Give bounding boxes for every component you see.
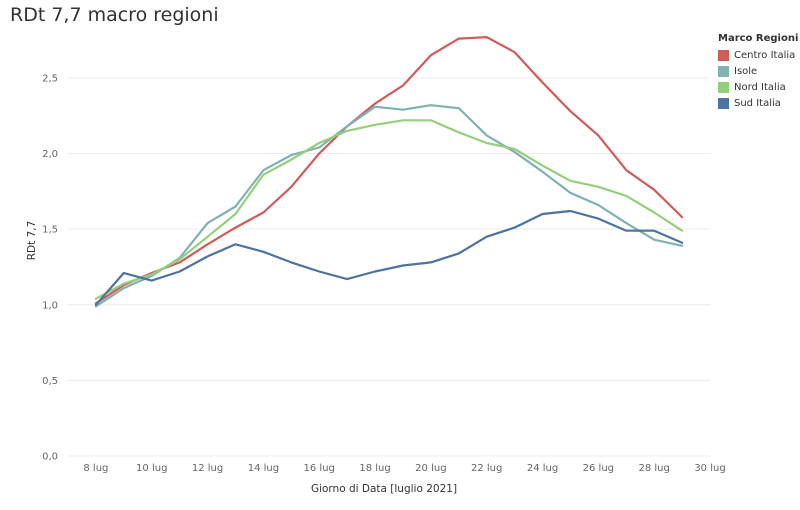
x-tick-label: 20 lug [415,463,446,474]
legend-item-nord[interactable]: Nord Italia [718,79,798,95]
x-tick-label: 30 lug [694,463,725,474]
x-tick-label: 12 lug [192,463,223,474]
x-axis: 8 lug 10 lug 12 lug 14 lug 16 lug 18 lug 20 lu… [83,463,725,474]
legend-label: Isole [734,65,758,77]
series-line-nord-italia[interactable] [94,119,684,300]
series-line-centro-italia[interactable] [94,35,684,305]
x-tick-label: 24 lug [527,463,558,474]
legend-swatch [718,97,729,109]
y-tick-label: 1,0 [42,300,58,311]
y-tick-label: 0,0 [42,452,58,463]
x-tick-label: 26 lug [583,463,614,474]
x-tick-label: 22 lug [471,463,502,474]
grid [68,77,710,457]
x-axis-title: Giorno di Data [luglio 2021] [311,483,457,495]
series-line-sud-italia[interactable] [94,209,684,306]
chart-title: RDt 7,7 macro regioni [10,4,219,26]
x-tick-label: 18 lug [359,463,390,474]
y-tick-label: 1,5 [42,225,58,236]
x-tick-label: 14 lug [248,463,279,474]
legend-swatch [718,49,729,61]
y-tick-label: 0,5 [42,376,58,387]
legend-label: Sud Italia [734,97,781,109]
legend-swatch [718,65,729,77]
legend-title: Marco Regioni [718,33,799,44]
x-tick-label: 8 lug [83,463,108,474]
legend-item-sud[interactable]: Sud Italia [718,95,798,111]
y-axis-title: RDt 7,7 [26,221,38,261]
y-tick-label: 2,5 [42,73,58,84]
x-tick-label: 28 lug [638,463,669,474]
x-tick-label: 16 lug [304,463,335,474]
legend-label: Nord Italia [734,81,786,93]
legend: Marco Regioni Centro Italia Isole Nord I… [718,33,798,111]
x-tick-label: 10 lug [136,463,167,474]
y-axis: 0,0 0,5 1,0 1,5 2,0 2,5 [42,73,58,462]
y-tick-label: 2,0 [42,149,58,160]
legend-label: Centro Italia [734,49,796,61]
legend-swatch [718,81,729,93]
legend-item-isole[interactable]: Isole [718,63,798,79]
series-lines [94,35,684,308]
series-line-isole[interactable] [94,104,684,308]
legend-item-centro[interactable]: Centro Italia [718,47,798,63]
